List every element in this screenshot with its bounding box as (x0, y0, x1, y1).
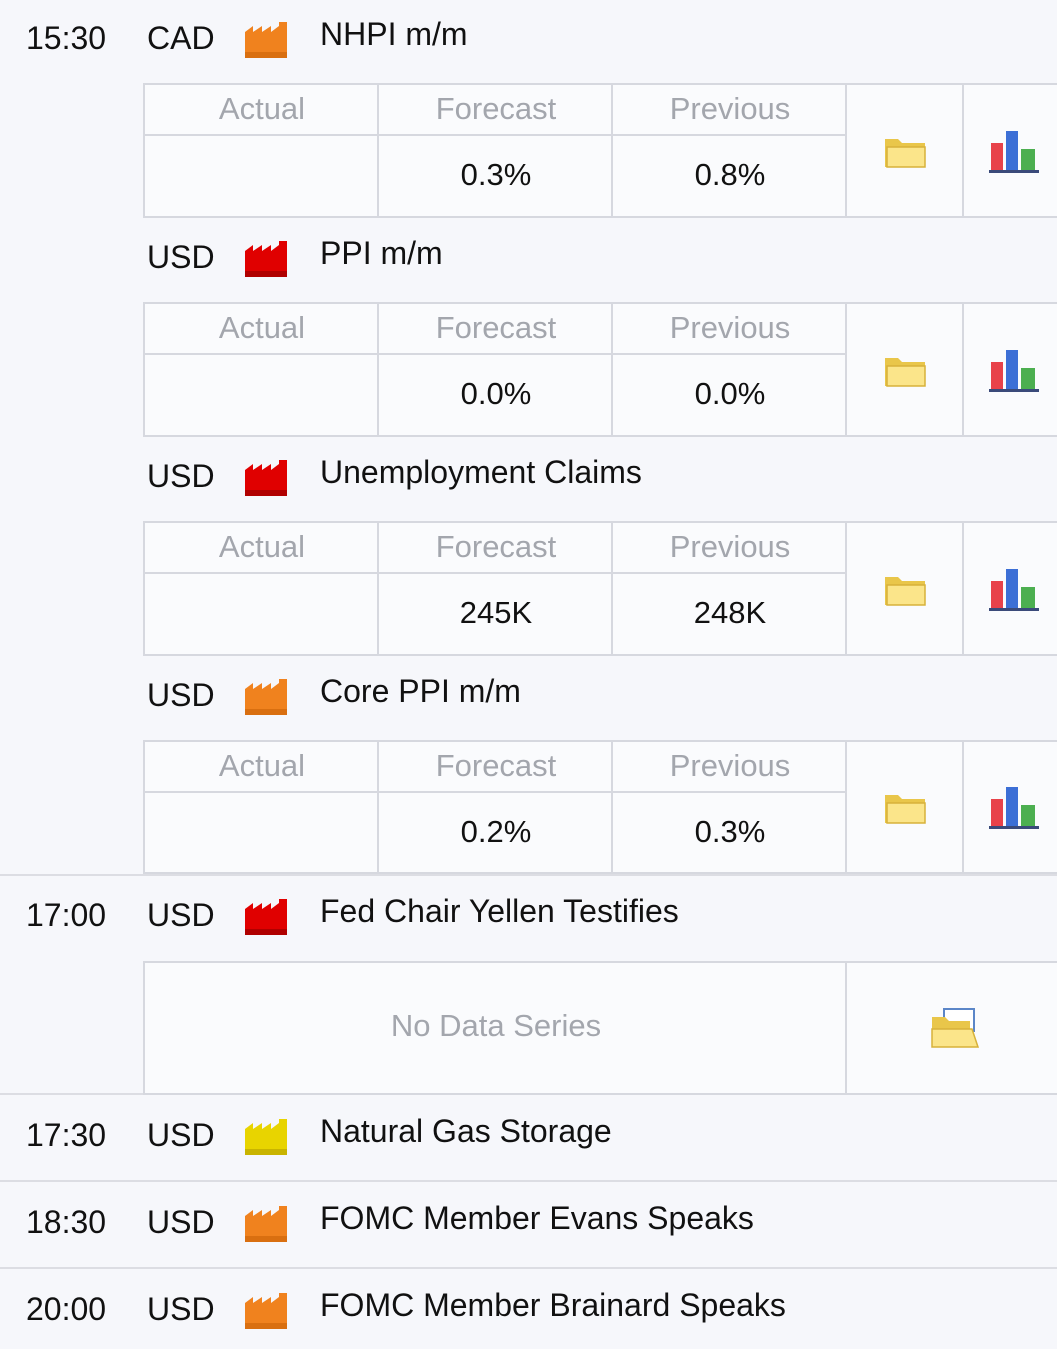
event-detail-panel: Actual Forecast Previous 0.2% 0.3% (143, 740, 1057, 874)
event-row[interactable]: 18:30 USD FOMC Member Evans Speaks (0, 1182, 1057, 1267)
event-row[interactable]: 20:00 USD FOMC Member Brainard Speaks (0, 1269, 1057, 1349)
event-row[interactable]: 15:30 CAD NHPI m/m Actual Forecast Previ… (0, 0, 1057, 218)
previous-header: Previous (669, 748, 791, 783)
impact-medium-icon (245, 1293, 287, 1329)
impact-low-icon (245, 1119, 287, 1155)
event-title: Core PPI m/m (320, 673, 521, 709)
event-row[interactable]: USD Core PPI m/m Actual Forecast Previou… (0, 656, 1057, 874)
time-group-1530: 15:30 CAD NHPI m/m Actual Forecast Previ… (0, 0, 1057, 876)
event-detail-panel: Actual Forecast Previous 0.0% 0.0% (143, 302, 1057, 437)
actual-header: Actual (218, 748, 306, 783)
event-title: FOMC Member Evans Speaks (320, 1200, 754, 1236)
impact-medium-icon (245, 679, 287, 715)
folder-icon[interactable] (847, 523, 962, 654)
chart-icon[interactable] (964, 85, 1057, 216)
chart-icon[interactable] (964, 523, 1057, 654)
actual-header: Actual (218, 91, 306, 126)
impact-medium-icon (245, 22, 287, 58)
impact-medium-icon (245, 1206, 287, 1242)
event-title: NHPI m/m (320, 16, 468, 52)
event-currency: USD (147, 1204, 215, 1240)
event-title: Unemployment Claims (320, 454, 642, 490)
event-time: 20:00 (26, 1291, 107, 1327)
impact-high-icon (245, 899, 287, 935)
impact-high-icon (245, 241, 287, 277)
folder-icon[interactable] (847, 85, 962, 216)
time-group-1830: 18:30 USD FOMC Member Evans Speaks (0, 1182, 1057, 1269)
actual-header: Actual (218, 529, 306, 564)
impact-high-icon (245, 460, 287, 496)
forecast-header: Forecast (435, 310, 557, 345)
event-detail-panel: Actual Forecast Previous 245K 248K (143, 521, 1057, 656)
event-currency: USD (147, 677, 215, 713)
event-time: 18:30 (26, 1204, 107, 1240)
event-row[interactable]: USD Unemployment Claims Actual Forecast … (0, 437, 1057, 656)
event-currency: USD (147, 458, 215, 494)
event-row[interactable]: USD PPI m/m Actual Forecast Previous 0.0… (0, 218, 1057, 437)
event-row[interactable]: 17:30 USD Natural Gas Storage (0, 1095, 1057, 1180)
chart-icon[interactable] (964, 742, 1057, 872)
time-group-2000: 20:00 USD FOMC Member Brainard Speaks (0, 1269, 1057, 1349)
event-title: FOMC Member Brainard Speaks (320, 1287, 786, 1323)
forecast-header: Forecast (435, 91, 557, 126)
event-currency: USD (147, 897, 215, 933)
previous-value: 0.0% (694, 376, 766, 411)
event-currency: USD (147, 1291, 215, 1327)
forecast-value: 245K (459, 595, 533, 630)
folder-icon[interactable] (847, 742, 962, 872)
previous-value: 0.8% (694, 157, 766, 192)
event-detail-panel: No Data Series (143, 961, 1057, 1095)
actual-header: Actual (218, 310, 306, 345)
previous-value: 0.3% (694, 814, 766, 849)
event-title: PPI m/m (320, 235, 443, 271)
forecast-value: 0.2% (460, 814, 532, 849)
open-folder-icon[interactable] (847, 963, 1057, 1093)
event-title: Natural Gas Storage (320, 1113, 612, 1149)
forecast-value: 0.3% (460, 157, 532, 192)
folder-icon[interactable] (847, 304, 962, 435)
forecast-header: Forecast (435, 529, 557, 564)
event-detail-panel: Actual Forecast Previous 0.3% 0.8% (143, 83, 1057, 218)
time-group-1730: 17:30 USD Natural Gas Storage (0, 1095, 1057, 1182)
time-group-1700: 17:00 USD Fed Chair Yellen Testifies No … (0, 876, 1057, 1095)
event-time: 17:00 (26, 897, 107, 933)
no-data-label: No Data Series (390, 1008, 602, 1043)
event-title: Fed Chair Yellen Testifies (320, 893, 679, 929)
chart-icon[interactable] (964, 304, 1057, 435)
event-row[interactable]: 17:00 USD Fed Chair Yellen Testifies No … (0, 876, 1057, 1095)
event-time: 15:30 (26, 20, 107, 56)
event-currency: USD (147, 1117, 215, 1153)
forecast-header: Forecast (435, 748, 557, 783)
previous-value: 248K (693, 595, 767, 630)
event-currency: CAD (147, 20, 215, 56)
event-currency: USD (147, 239, 215, 275)
previous-header: Previous (669, 529, 791, 564)
previous-header: Previous (669, 310, 791, 345)
forecast-value: 0.0% (460, 376, 532, 411)
event-time: 17:30 (26, 1117, 107, 1153)
previous-header: Previous (669, 91, 791, 126)
